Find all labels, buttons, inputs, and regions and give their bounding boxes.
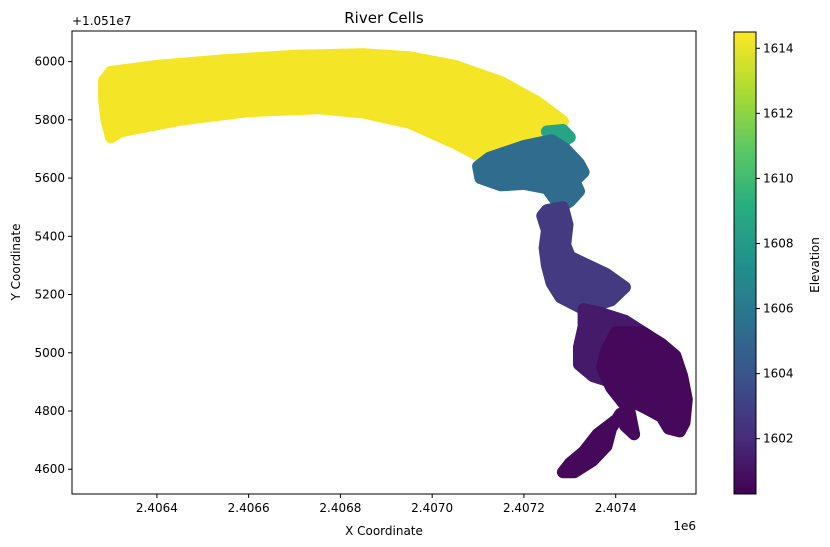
colorbar-tick-label: 1610 <box>763 171 794 185</box>
river-region-2 <box>472 134 590 214</box>
y-tick-label: 5200 <box>34 288 65 302</box>
colorbar-tick-label: 1612 <box>763 106 794 120</box>
x-tick-label: 2.4068 <box>319 501 361 515</box>
colorbar-tick-label: 1614 <box>763 41 794 55</box>
colorbar-label: Elevation <box>808 237 822 293</box>
y-offset-label: +1.051e7 <box>72 14 131 28</box>
y-tick-label: 5800 <box>34 113 65 127</box>
x-tick-label: 2.4072 <box>503 501 545 515</box>
x-offset-label: 1e6 <box>673 519 696 533</box>
y-tick-label: 4800 <box>34 404 65 418</box>
y-tick-label: 5600 <box>34 171 65 185</box>
y-tick-label: 5400 <box>34 229 65 243</box>
plot-frame <box>71 30 697 495</box>
x-tick-label: 2.4074 <box>595 501 637 515</box>
chart-title: River Cells <box>344 9 424 27</box>
x-tick-label: 2.4070 <box>411 501 453 515</box>
colorbar-tick-label: 1604 <box>763 367 794 381</box>
river-region-3 <box>536 201 631 316</box>
colorbar-ticks: 1602 1604 1606 1608 1610 1612 1614 <box>756 41 794 446</box>
y-tick-label: 6000 <box>34 55 65 69</box>
y-tick-label: 5000 <box>34 346 65 360</box>
colorbar <box>733 31 757 495</box>
x-axis-label: X Coordinate <box>345 524 423 538</box>
river-region-5 <box>556 326 693 479</box>
river-cell-regions <box>98 48 693 479</box>
x-tick-label: 2.4066 <box>228 501 270 515</box>
x-axis-ticks: 2.4064 2.4066 2.4068 2.4070 2.4072 2.4074 <box>136 494 637 515</box>
colorbar-tick-label: 1608 <box>763 236 794 250</box>
river-region-0 <box>98 48 569 164</box>
y-axis-label: Y Coordinate <box>9 224 23 302</box>
y-axis-ticks: 4600 4800 5000 5200 5400 5600 5800 6000 <box>34 55 72 476</box>
colorbar-tick-label: 1606 <box>763 302 794 316</box>
colorbar-tick-label: 1602 <box>763 432 794 446</box>
y-tick-label: 4600 <box>34 462 65 476</box>
x-tick-label: 2.4064 <box>136 501 178 515</box>
